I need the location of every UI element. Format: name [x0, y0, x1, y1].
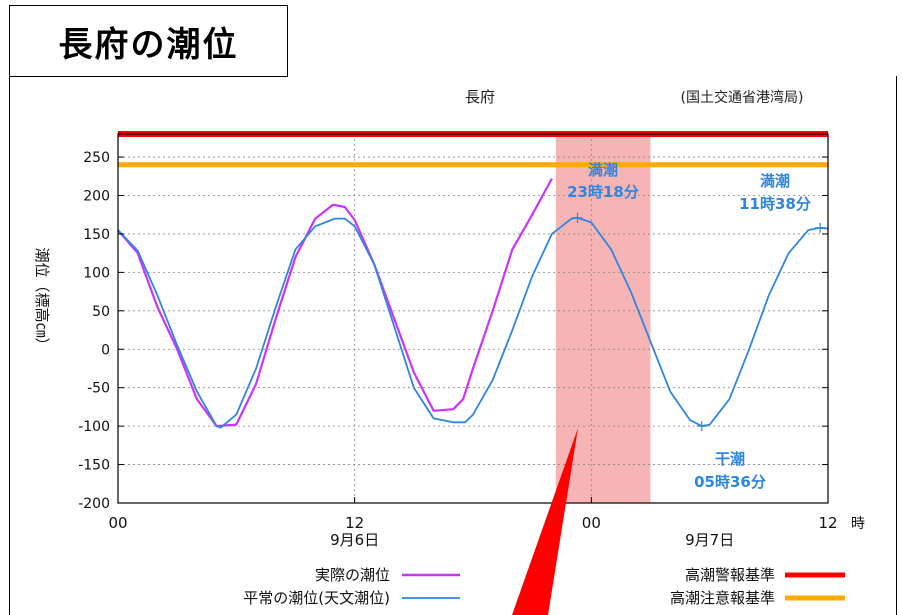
date-label: 9月7日: [685, 531, 734, 549]
y-tick-label: 200: [83, 189, 110, 205]
series-line-actual: [117, 178, 553, 428]
y-tick-label: -50: [87, 381, 110, 397]
series-line-astronomical: [117, 216, 829, 429]
chart-frame: [9, 76, 897, 615]
x-axis-unit: 時: [851, 516, 865, 532]
pointer-arrow: [512, 428, 578, 615]
annotation-time: 11時38分: [739, 195, 811, 213]
y-tick-label: 0: [101, 342, 110, 358]
x-tick-label: 00: [108, 514, 127, 532]
y-tick-label: -200: [78, 496, 110, 512]
x-tick-label: 12: [345, 514, 364, 532]
y-tick-label: -150: [78, 458, 110, 474]
x-tick-label: 12: [818, 514, 837, 532]
legend-label: 平常の潮位(天文潮位): [243, 589, 390, 607]
legend-label: 実際の潮位: [315, 566, 390, 584]
annotation-time: 23時18分: [567, 183, 639, 201]
y-tick-label: 150: [83, 227, 110, 243]
series-layer: [117, 178, 829, 432]
y-axis-label-text: 潮位（標高㎝）: [33, 247, 51, 352]
y-tick-label: -100: [78, 419, 110, 435]
tick-layer: 250 200 150 100 50 0 -50 -100 -150 -200 00 12 00 12 時 9…: [78, 150, 865, 549]
annotation-label: 満潮: [760, 172, 790, 190]
y-tick-label: 250: [83, 150, 110, 166]
annotation-label: 干潮: [715, 450, 745, 468]
date-label: 9月6日: [330, 531, 379, 549]
x-tick-label: 00: [582, 514, 601, 532]
legend-label: 高潮注意報基準: [670, 589, 775, 607]
chart-title: 長府: [465, 88, 495, 106]
annotation-label: 満潮: [588, 161, 618, 179]
legend-label: 高潮警報基準: [685, 566, 775, 584]
plot-border: [117, 133, 829, 504]
y-axis-label: 潮位（標高㎝）: [33, 247, 51, 352]
page-title: 長府の潮位: [58, 24, 239, 65]
page-title-box: 長府の潮位: [9, 5, 288, 77]
grid-layer: [117, 134, 829, 504]
y-tick-label: 50: [92, 304, 110, 320]
y-tick-label: 100: [83, 265, 110, 281]
chart-source: (国土交通省港湾局): [681, 89, 804, 106]
annotation-time: 05時36分: [694, 473, 766, 491]
threshold-layer: [118, 131, 828, 168]
